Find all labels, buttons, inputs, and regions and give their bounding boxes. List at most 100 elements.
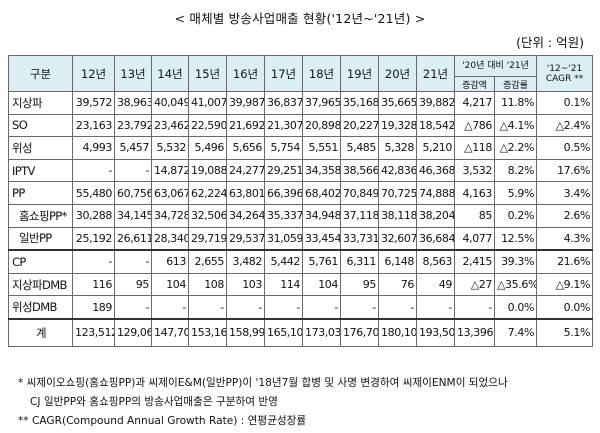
- row-label: CP: [8, 249, 73, 274]
- table-cell: 116: [72, 272, 115, 297]
- table-cell: 68,402: [302, 181, 341, 205]
- table-cell: -: [340, 295, 379, 320]
- cagr-header: '12~'21 CAGR **: [536, 55, 594, 92]
- table-cell: 35,168: [340, 91, 379, 115]
- year-header: 12년: [72, 55, 115, 92]
- table-cell: △118: [454, 136, 495, 160]
- table-cell: 37,118: [340, 203, 379, 228]
- table-cell: 63,067: [151, 181, 189, 205]
- table-cell: 63,801: [226, 181, 265, 205]
- table-cell: 4,163: [454, 181, 495, 205]
- table-cell: 4,217: [454, 91, 495, 115]
- table-cell: 39.3%: [493, 249, 538, 274]
- table-cell: 74,888: [416, 181, 455, 205]
- table-cell: 14,872: [151, 158, 189, 183]
- table-cell: 2,655: [188, 249, 227, 274]
- footnote: * 씨제이오쇼핑(홈쇼핑PP)과 씨제이E&M(일반PP)이 '18년7월 합병…: [18, 377, 508, 389]
- table-cell: 24,277: [226, 158, 265, 183]
- table-cell: 21,307: [264, 113, 303, 138]
- table-cell: -: [378, 295, 417, 320]
- table-cell: △786: [454, 113, 495, 138]
- table-cell: 114: [264, 272, 303, 297]
- table-cell: 29,537: [226, 226, 265, 251]
- table-cell: 0.0%: [493, 295, 538, 320]
- table-cell: 3,532: [454, 158, 495, 183]
- compare-group-header: '20년 대비 '21년: [453, 55, 538, 77]
- year-header: 18년: [302, 55, 341, 92]
- table-cell: 46,368: [416, 158, 455, 183]
- table-cell: 38,118: [378, 203, 417, 228]
- table-cell: 32,607: [378, 226, 417, 251]
- table-cell: 39,882: [416, 91, 455, 115]
- table-row: 위성 4,993 5,457 5,532 5,496 5,656 5,754 5,551 5,4…: [8, 136, 594, 160]
- table-cell: 5,328: [378, 136, 417, 160]
- table-cell: 40,049: [151, 91, 189, 115]
- table-cell: 5,442: [264, 249, 303, 274]
- table-cell: -: [114, 249, 152, 274]
- year-header: 14년: [151, 55, 189, 92]
- table-cell: 8.2%: [493, 158, 538, 183]
- table-cell: 19,328: [378, 113, 417, 138]
- table-cell: -: [226, 295, 265, 320]
- table-row: SO 23,163 23,792 23,462 22,590 21,692 21,307 20…: [8, 113, 594, 138]
- table-cell: 5,485: [340, 136, 379, 160]
- table-body: 지상파 39,572 38,963 40,049 41,007 39,987 36,837 3…: [8, 91, 594, 347]
- table-cell: 95: [340, 272, 379, 297]
- table-cell: △4.1%: [493, 113, 538, 138]
- table-cell: 21.6%: [536, 249, 594, 274]
- table-cell: 38,566: [340, 158, 379, 183]
- table-cell: 6,148: [378, 249, 417, 274]
- table-cell: 104: [302, 272, 341, 297]
- table-cell: 18,542: [416, 113, 455, 138]
- table-cell: 34,728: [151, 203, 189, 228]
- table-cell: 5,210: [416, 136, 455, 160]
- table-cell: 20,898: [302, 113, 341, 138]
- table-cell: △2.2%: [493, 136, 538, 160]
- row-label: 일반PP: [8, 226, 73, 251]
- table-cell: 176,702: [340, 317, 379, 347]
- table-cell: 49: [416, 272, 455, 297]
- table-cell: 158,998: [226, 317, 265, 347]
- table-cell: 104: [151, 272, 189, 297]
- table-cell: 129,063: [114, 317, 152, 347]
- table-cell: 153,168: [188, 317, 227, 347]
- table-cell: -: [454, 295, 495, 320]
- table-cell: 35,337: [264, 203, 303, 228]
- table-cell: -: [151, 295, 189, 320]
- row-label: 지상파: [8, 91, 73, 115]
- table-row: 일반PP 25,192 26,611 28,340 29,719 29,537 31,059…: [8, 226, 594, 251]
- table-row: PP 55,480 60,756 63,067 62,224 63,801 66,396 68…: [8, 181, 594, 205]
- table-cell: 0.5%: [536, 136, 594, 160]
- table-cell: 165,102: [264, 317, 303, 347]
- table-cell: 193,502: [416, 317, 455, 347]
- table-cell: -: [114, 295, 152, 320]
- table-cell: 23,792: [114, 113, 152, 138]
- table-cell: 26,611: [114, 226, 152, 251]
- table-cell: 70,849: [340, 181, 379, 205]
- table-cell: 38,963: [114, 91, 152, 115]
- table-cell: 36,837: [264, 91, 303, 115]
- table-cell: 34,264: [226, 203, 265, 228]
- table-cell: 23,462: [151, 113, 189, 138]
- table-cell: 5,761: [302, 249, 341, 274]
- table-cell: 103: [226, 272, 265, 297]
- table-cell: 17.6%: [536, 158, 594, 183]
- table-cell: 28,340: [151, 226, 189, 251]
- table-cell: 33,454: [302, 226, 341, 251]
- table-cell: 7.4%: [493, 317, 538, 347]
- table-cell: -: [302, 295, 341, 320]
- table-cell: 2.6%: [536, 203, 594, 228]
- unit-label: (단위 : 억원): [516, 35, 584, 50]
- row-label: 위성DMB: [8, 295, 73, 320]
- year-header: 20년: [378, 55, 417, 92]
- table-cell: 70,725: [378, 181, 417, 205]
- table-row: 계123,512129,063147,700153,168158,998165,…: [8, 317, 594, 347]
- row-label: 계: [8, 317, 73, 347]
- year-header: 15년: [188, 55, 227, 92]
- table-cell: 29,719: [188, 226, 227, 251]
- table-cell: 13,396: [454, 317, 495, 347]
- year-header: 21년: [416, 55, 455, 92]
- table-cell: 4,077: [454, 226, 495, 251]
- table-cell: 31,059: [264, 226, 303, 251]
- revenue-table: 구분 12년 13년 14년 15년 16년 17년 18년 19년 20년 2…: [8, 55, 594, 347]
